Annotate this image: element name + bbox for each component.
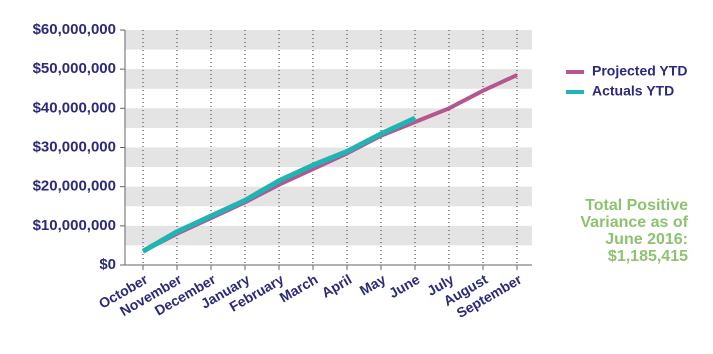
legend-label: Projected YTD xyxy=(592,63,687,79)
annotation: June 2016: xyxy=(605,231,688,248)
x-tick-label: March xyxy=(277,271,321,305)
y-tick-label: $30,000,000 xyxy=(33,138,116,155)
y-tick-label: $60,000,000 xyxy=(33,21,116,38)
legend-label: Actuals YTD xyxy=(592,83,674,99)
y-tick-label: $20,000,000 xyxy=(33,178,116,195)
x-tick-label: June xyxy=(386,271,422,301)
series-line xyxy=(141,115,417,254)
annotation: Total Positive xyxy=(585,197,688,214)
grid-band xyxy=(125,69,532,89)
grid-band xyxy=(125,225,532,246)
annotation: $1,185,415 xyxy=(608,248,688,265)
y-tick-label: $40,000,000 xyxy=(33,99,116,116)
y-tick-label: $10,000,000 xyxy=(33,217,116,234)
grid-band xyxy=(125,30,532,50)
grid-band xyxy=(125,108,532,128)
grid-band xyxy=(125,186,532,207)
annotation: Variance as of xyxy=(580,214,688,231)
x-tick-label: April xyxy=(319,271,355,301)
x-tick-label: May xyxy=(357,271,389,299)
y-tick-label: $50,000,000 xyxy=(33,60,116,77)
y-tick-label: $0 xyxy=(99,256,116,273)
